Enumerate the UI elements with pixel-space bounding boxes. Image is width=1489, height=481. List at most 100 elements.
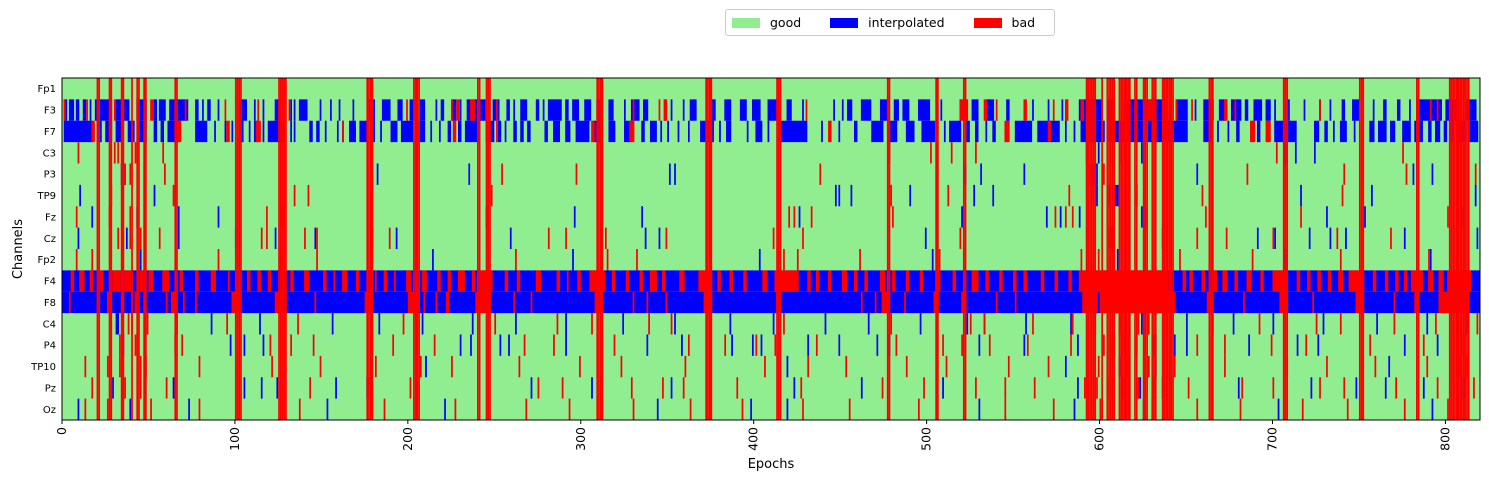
bad-cell <box>796 249 799 271</box>
interpolated-cell <box>115 120 123 143</box>
interpolated-cell <box>421 313 424 335</box>
bad-cell <box>1147 313 1150 335</box>
interpolated-cell <box>893 99 899 121</box>
interpolated-cell <box>1077 334 1079 356</box>
bad-cell <box>1405 163 1408 185</box>
bad-cell <box>895 334 898 356</box>
interpolated-cell <box>79 184 82 207</box>
x-tick-label: 500 <box>919 427 934 451</box>
interpolated-cell <box>515 313 517 335</box>
interpolated-cell <box>153 99 158 121</box>
bad-cell <box>1305 334 1308 356</box>
interpolated-cell <box>1353 120 1356 143</box>
interpolated-cell <box>777 120 808 143</box>
bad-cell <box>800 377 803 399</box>
bad-cell <box>139 377 142 399</box>
interpolated-cell <box>841 99 844 121</box>
bad-epoch-column <box>368 78 370 420</box>
bad-cell <box>591 313 593 335</box>
bad-epoch-column <box>278 78 280 420</box>
bad-cell <box>783 313 785 335</box>
bad-epoch-column <box>1161 78 1164 420</box>
interpolated-cell <box>649 120 657 143</box>
bad-cell <box>1447 206 1449 228</box>
interpolated-cell <box>470 334 472 356</box>
bad-cell <box>290 334 292 356</box>
bad-cell <box>793 206 796 228</box>
bad-epoch-column <box>176 78 178 420</box>
interpolated-cell <box>520 99 528 121</box>
bad-epoch-column <box>888 78 891 420</box>
bad-cell <box>452 120 457 143</box>
bad-cell <box>828 270 832 292</box>
bad-cell <box>454 398 457 420</box>
interpolated-cell <box>966 120 970 143</box>
bad-cell <box>1224 355 1226 378</box>
interpolated-cell <box>430 120 433 143</box>
bad-cell <box>100 270 104 292</box>
bad-epoch-column <box>143 78 146 420</box>
bad-cell <box>451 99 453 121</box>
bad-cell <box>985 270 989 292</box>
interpolated-cell <box>1377 120 1387 143</box>
bad-cell <box>458 270 465 292</box>
bad-cell <box>224 99 227 121</box>
bad-epoch-column <box>1090 78 1093 420</box>
interpolated-cell <box>260 377 263 399</box>
bad-cell <box>91 377 94 399</box>
bad-cell <box>961 334 963 356</box>
bad-cell <box>1147 355 1150 378</box>
interpolated-cell <box>349 120 356 143</box>
interpolated-cell <box>949 120 962 143</box>
bad-epoch-column <box>120 78 123 420</box>
bad-cell <box>247 270 251 292</box>
bad-cell <box>1343 377 1346 399</box>
bad-cell <box>423 291 426 314</box>
interpolated-cell <box>373 120 375 143</box>
bad-cell <box>1251 249 1254 271</box>
interpolated-cell <box>195 99 199 121</box>
interpolated-cell <box>1006 99 1010 121</box>
bad-cell <box>568 398 571 420</box>
interpolated-cell <box>1096 184 1098 207</box>
bad-epoch-column <box>1092 78 1095 420</box>
interpolated-cell <box>1141 313 1143 335</box>
bad-cell <box>1004 377 1007 399</box>
bad-cell <box>919 270 924 292</box>
bad-cell <box>496 120 498 143</box>
interpolated-cell <box>1403 334 1406 356</box>
interpolated-cell <box>1096 163 1098 185</box>
interpolated-cell <box>719 120 721 143</box>
bad-cell <box>1201 270 1206 292</box>
interpolated-cell <box>687 120 690 143</box>
bad-epoch-column <box>1134 78 1136 420</box>
bad-epoch-column <box>416 78 419 420</box>
bad-epoch-column <box>414 78 417 420</box>
bad-cell <box>879 270 886 292</box>
bad-epoch-column <box>485 78 488 420</box>
bad-cell <box>490 184 493 207</box>
interpolated-cell <box>553 120 561 143</box>
bad-epoch-column <box>710 78 713 420</box>
bad-epoch-column <box>1360 78 1363 420</box>
interpolated-cell <box>643 99 649 121</box>
interpolated-cell <box>641 206 644 228</box>
interpolated-cell <box>1345 227 1347 249</box>
interpolated-cell <box>724 99 732 121</box>
bad-cell <box>975 142 977 164</box>
bad-cell <box>127 313 130 335</box>
interpolated-cell <box>667 120 669 143</box>
bad-epoch-column <box>1466 78 1468 420</box>
interpolated-cell <box>293 99 296 121</box>
interpolated-cell <box>985 120 988 143</box>
bad-cell <box>890 313 893 335</box>
bad-cell <box>307 184 310 207</box>
bad-cell <box>374 270 377 292</box>
bad-cell <box>802 398 804 420</box>
y-tick-label: Fp2 <box>38 255 56 266</box>
bad-cell <box>1476 313 1479 335</box>
interpolated-cell <box>1116 184 1119 207</box>
interpolated-cell <box>444 398 446 420</box>
bad-epoch-column <box>1118 78 1121 420</box>
bad-cell <box>815 270 820 292</box>
